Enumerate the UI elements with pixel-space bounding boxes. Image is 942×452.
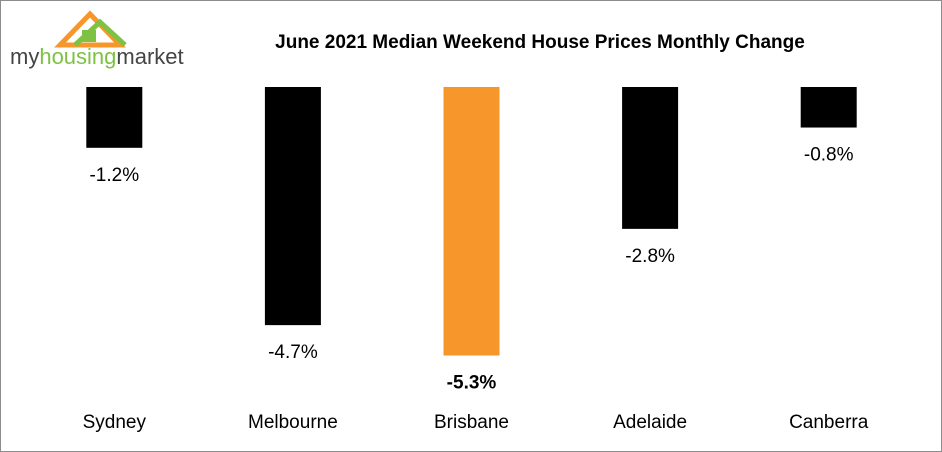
chart-title: June 2021 Median Weekend House Prices Mo… [275, 32, 805, 53]
data-label: -5.3% [447, 373, 497, 394]
logo-text: myhousingmarket [10, 44, 184, 69]
x-tick-label: Brisbane [434, 412, 509, 433]
data-label: -0.8% [804, 145, 854, 166]
logo-text-c: market [116, 44, 183, 69]
data-label: -4.7% [268, 342, 318, 363]
data-label: -2.8% [625, 246, 675, 267]
bar [443, 87, 500, 356]
bar [264, 87, 321, 326]
x-tick-label: Sydney [83, 412, 147, 433]
logo: myhousingmarket [10, 10, 184, 69]
bar [86, 87, 143, 148]
x-tick-label: Melbourne [248, 412, 338, 433]
data-label: -1.2% [89, 165, 139, 186]
logo-text-b: housing [39, 44, 116, 69]
bar [622, 87, 679, 229]
logo-text-a: my [10, 44, 39, 69]
bar [800, 87, 857, 128]
x-tick-label: Adelaide [613, 412, 687, 433]
x-tick-label: Canberra [789, 412, 869, 433]
